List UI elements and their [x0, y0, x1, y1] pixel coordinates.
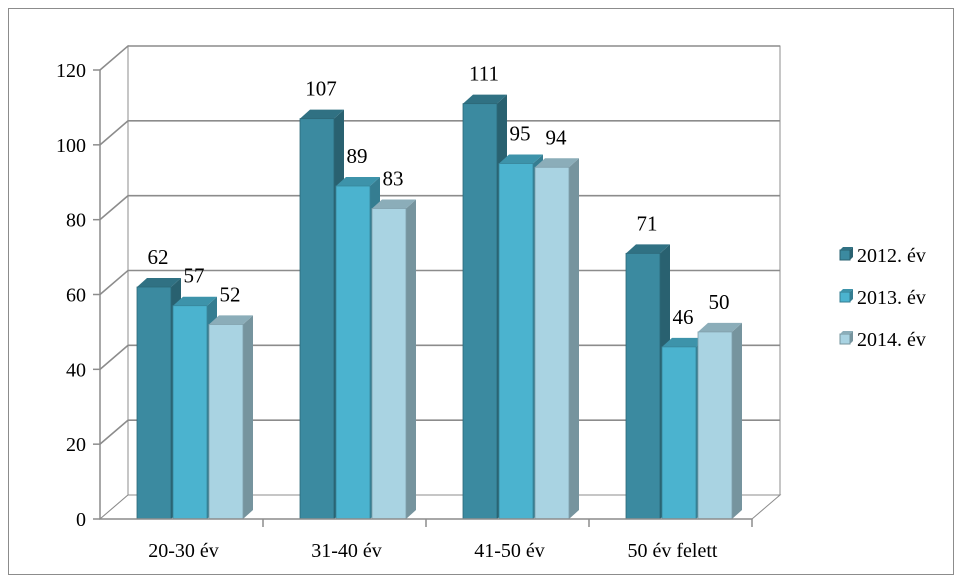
bar-side	[569, 158, 579, 520]
bar-top	[209, 315, 253, 325]
data-label: 83	[383, 166, 404, 190]
bar-top	[173, 296, 217, 306]
legend-item: 2013. év	[839, 287, 926, 309]
legend-label: 2012. év	[857, 245, 926, 267]
data-label: 107	[305, 77, 337, 101]
legend-swatch	[839, 291, 851, 303]
data-label: 89	[347, 144, 368, 168]
legend-swatch-top	[840, 289, 853, 292]
bar-front	[371, 208, 407, 520]
legend-item: 2012. év	[839, 245, 926, 267]
y-tick-label: 80	[66, 210, 86, 232]
bar-top	[336, 176, 380, 186]
data-label: 71	[637, 211, 658, 235]
y-tick-label: 60	[66, 285, 86, 307]
legend-swatch	[839, 333, 851, 345]
gridline	[99, 45, 780, 71]
x-category-label: 41-50 év	[474, 540, 545, 562]
bar-front	[697, 331, 733, 520]
x-category-label: 31-40 év	[311, 540, 382, 562]
data-labels: 62 57 52 107 89 83 111 95 94 71 46 50	[148, 62, 730, 329]
bars	[136, 94, 742, 520]
legend-swatch	[839, 249, 851, 261]
bar	[697, 322, 742, 520]
gridline	[99, 120, 780, 146]
bar-top	[626, 244, 670, 254]
bar-front	[172, 305, 208, 520]
bar-side	[243, 315, 253, 519]
bar-top	[372, 199, 416, 209]
legend-swatch-side	[850, 289, 853, 302]
y-tick-label: 40	[66, 359, 86, 381]
bar-front	[136, 286, 172, 520]
y-tick-label: 120	[56, 60, 86, 82]
bar-front	[534, 166, 570, 520]
bar-side	[406, 199, 416, 520]
bar-front	[208, 324, 244, 520]
legend-label: 2014. év	[857, 329, 926, 351]
legend-swatch-top	[840, 247, 853, 250]
bar-top	[463, 94, 507, 104]
data-label: 50	[709, 290, 730, 314]
legend-swatch-side	[850, 247, 853, 260]
bar-top	[499, 154, 543, 164]
data-label: 46	[673, 305, 694, 329]
x-category-label: 50 év felett	[628, 540, 718, 562]
bar	[534, 158, 579, 520]
bar-front	[661, 346, 697, 520]
data-label: 94	[546, 125, 568, 149]
bar-top	[300, 109, 344, 119]
bar-front	[462, 103, 498, 520]
data-label: 52	[220, 282, 241, 306]
bar-front	[498, 163, 534, 520]
bar	[371, 199, 416, 520]
data-label: 57	[184, 264, 205, 288]
y-tick-label: 20	[66, 434, 86, 456]
data-label: 62	[148, 245, 169, 269]
bar	[208, 315, 253, 520]
bar-top	[662, 337, 706, 347]
legend-swatch-side	[850, 331, 853, 344]
bar-front	[299, 118, 335, 520]
data-label: 95	[510, 122, 531, 146]
legend: 2012. év 2013. év 2014. év	[839, 245, 926, 351]
bar-top	[137, 278, 181, 288]
x-category-label: 20-30 év	[148, 540, 219, 562]
bar-side	[732, 322, 742, 519]
y-tick-label: 100	[56, 135, 86, 157]
legend-swatch-top	[840, 331, 853, 334]
y-tick-label: 0	[76, 509, 86, 531]
axes: 0 20 40 60 80 100 120 20-30 év 31-40 év 41-50 év 5…	[56, 60, 753, 562]
legend-label: 2013. év	[857, 287, 926, 309]
bar-front	[625, 252, 661, 520]
legend-item: 2014. év	[839, 329, 926, 351]
bar-top	[535, 158, 579, 168]
bar-front	[335, 185, 371, 520]
data-label: 111	[469, 62, 499, 86]
bar-top	[698, 322, 742, 332]
